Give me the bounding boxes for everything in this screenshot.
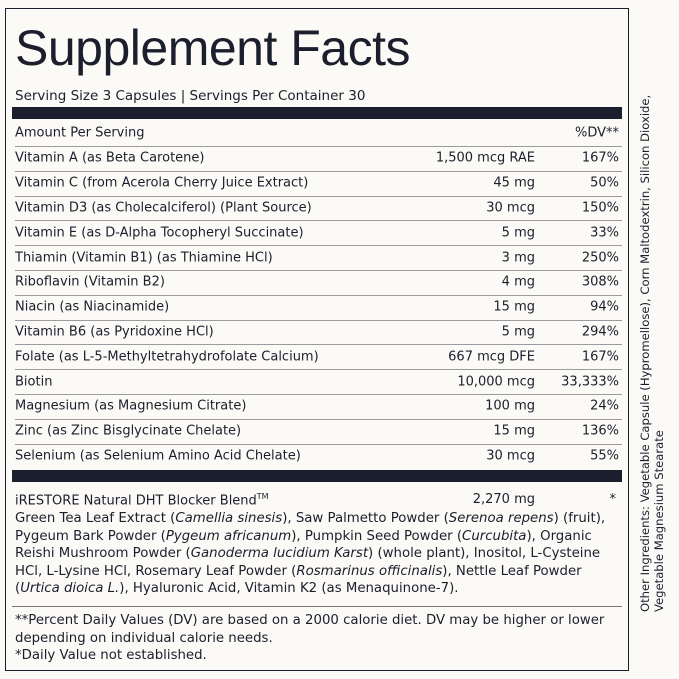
nutrient-row: Thiamin (Vitamin B1) (as Thiamine HCl) 3 … xyxy=(15,245,622,271)
title: Supplement Facts xyxy=(15,20,410,76)
nutrient-dv: 294% xyxy=(581,324,619,340)
blend-dv: * xyxy=(609,492,617,507)
nutrient-row: Biotin 10,000 mcg 33,333% xyxy=(15,369,622,395)
ingredient-text: Green Tea Leaf Extract ( xyxy=(15,511,176,526)
nutrient-row: Selenium (as Selenium Amino Acid Chelate… xyxy=(15,444,622,469)
header-label: Amount Per Serving xyxy=(15,125,145,140)
nutrient-row: Vitamin D3 (as Cholecalciferol) (Plant S… xyxy=(15,196,622,222)
nutrient-name: Vitamin C (from Acerola Cherry Juice Ext… xyxy=(15,175,309,191)
nutrient-dv: 136% xyxy=(581,423,619,439)
trademark: TM xyxy=(256,492,269,501)
latin-name: Urtica dioica L. xyxy=(20,581,120,597)
table-header: Amount Per Serving %DV** xyxy=(15,119,622,147)
thick-rule xyxy=(12,470,622,482)
facts-panel: Supplement Facts Serving Size 3 Capsules… xyxy=(5,8,629,671)
nutrient-amount: 3 mg xyxy=(501,250,535,266)
nutrient-name: Folate (as L-5-Methyltetrahydrofolate Ca… xyxy=(15,349,319,365)
nutrient-row: Folate (as L-5-Methyltetrahydrofolate Ca… xyxy=(15,344,622,371)
nutrient-name: Zinc (as Zinc Bisglycinate Chelate) xyxy=(15,423,242,439)
nutrient-amount: 30 mcg xyxy=(486,448,535,464)
nutrient-dv: 167% xyxy=(581,150,619,166)
blend: iRESTORE Natural DHT Blocker BlendTM 2,2… xyxy=(15,492,622,598)
nutrient-dv: 167% xyxy=(581,349,619,365)
latin-name: Rosmarinus officinalis xyxy=(296,563,443,579)
ingredient-text: ) (fruit), Pygeum Bark Powder ( xyxy=(15,511,606,544)
ingredient-text: ), Hyaluronic Acid, Vitamin K2 (as Menaq… xyxy=(119,581,459,597)
nutrient-dv: 33,333% xyxy=(561,374,619,390)
footnote: *Daily Value not established. xyxy=(15,648,207,664)
thick-rule xyxy=(12,107,622,119)
latin-name: Curcubita xyxy=(462,528,527,544)
blend-name-wrap: iRESTORE Natural DHT Blocker BlendTM xyxy=(15,492,269,508)
nutrient-dv: 50% xyxy=(590,175,619,191)
nutrient-row: Zinc (as Zinc Bisglycinate Chelate) 15 mg… xyxy=(15,419,622,445)
latin-name: Camellia sinesis xyxy=(175,511,283,526)
nutrient-dv: 94% xyxy=(590,299,619,315)
blend-ingredients: Green Tea Leaf Extract (Camellia sinesis… xyxy=(15,510,622,598)
other-ingredients: Other Ingredients: Vegetable Capsule (Hy… xyxy=(638,67,666,612)
nutrient-row: Vitamin C (from Acerola Cherry Juice Ext… xyxy=(15,171,622,197)
ingredient-text: ), Organic Reishi Mushroom Powder ( xyxy=(15,528,592,562)
nutrient-amount: 667 mcg DFE xyxy=(448,349,535,365)
nutrient-name: Thiamin (Vitamin B1) (as Thiamine HCl) xyxy=(15,250,273,266)
nutrient-row: Vitamin B6 (as Pyridoxine HCl) 5 mg 294% xyxy=(15,320,622,346)
nutrient-dv: 308% xyxy=(581,274,619,290)
ingredient-text: ), Nettle Leaf Powder ( xyxy=(15,563,582,597)
latin-name: Serenoa repens xyxy=(448,511,554,526)
nutrient-dv: 33% xyxy=(590,225,619,241)
ingredient-line: Other Ingredients: Vegetable Capsule (Hy… xyxy=(638,94,652,612)
footnotes: **Percent Daily Values (DV) are based on… xyxy=(15,612,605,665)
nutrient-amount: 1,500 mcg RAE xyxy=(435,150,535,166)
footnote: **Percent Daily Values (DV) are based on… xyxy=(15,613,605,646)
nutrient-amount: 5 mg xyxy=(501,324,535,340)
nutrient-row: Vitamin E (as D-Alpha Tocopheryl Succina… xyxy=(15,220,622,247)
ingredient-text: ), Saw Palmetto Powder ( xyxy=(282,511,449,526)
nutrient-amount: 45 mg xyxy=(493,175,535,191)
nutrient-amount: 100 mg xyxy=(485,398,535,414)
nutrient-amount: 10,000 mcg xyxy=(457,374,535,390)
latin-name: Pygeum africanum xyxy=(165,528,292,544)
nutrient-name: Vitamin A (as Beta Carotene) xyxy=(15,150,205,166)
nutrient-amount: 15 mg xyxy=(493,423,535,439)
ingredient-line: Vegetable Magnesium Stearate xyxy=(652,430,666,612)
nutrient-amount: 4 mg xyxy=(501,274,535,290)
nutrient-name: Vitamin B6 (as Pyridoxine HCl) xyxy=(15,324,214,340)
blend-amount: 2,270 mg xyxy=(472,492,535,507)
ingredient-text: ) (whole plant), Inositol, L-Cysteine HC… xyxy=(15,546,601,579)
nutrient-name: Niacin (as Niacinamide) xyxy=(15,299,170,315)
serving-info: Serving Size 3 Capsules | Servings Per C… xyxy=(15,88,366,104)
header-dv: %DV** xyxy=(574,125,619,140)
nutrient-amount: 30 mcg xyxy=(486,200,535,216)
nutrient-name: Biotin xyxy=(15,374,53,390)
nutrient-row: Riboflavin (Vitamin B2) 4 mg 308% xyxy=(15,270,622,296)
nutrient-name: Selenium (as Selenium Amino Acid Chelate… xyxy=(15,448,301,464)
nutrient-name: Riboflavin (Vitamin B2) xyxy=(15,274,165,290)
nutrient-dv: 150% xyxy=(581,200,619,216)
nutrient-amount: 5 mg xyxy=(501,225,535,241)
nutrient-row: Magnesium (as Magnesium Citrate) 100 mg 24… xyxy=(15,394,622,420)
nutrient-row: Vitamin A (as Beta Carotene) 1,500 mcg RA… xyxy=(15,146,622,172)
nutrient-row: Niacin (as Niacinamide) 15 mg 94% xyxy=(15,295,622,321)
ingredient-text: ), Pumpkin Seed Powder ( xyxy=(291,528,463,544)
nutrient-name: Vitamin E (as D-Alpha Tocopheryl Succina… xyxy=(15,225,304,241)
nutrient-dv: 55% xyxy=(590,448,619,464)
latin-name: Ganoderma lucidium Karst xyxy=(190,546,369,562)
nutrient-dv: 250% xyxy=(581,250,619,266)
nutrient-dv: 24% xyxy=(590,398,619,414)
nutrient-name: Vitamin D3 (as Cholecalciferol) (Plant S… xyxy=(15,200,312,216)
blend-row: iRESTORE Natural DHT Blocker BlendTM 2,2… xyxy=(15,492,622,509)
nutrient-name: Magnesium (as Magnesium Citrate) xyxy=(15,398,247,414)
rule xyxy=(12,606,622,607)
blend-name: iRESTORE Natural DHT Blocker Blend xyxy=(15,493,257,509)
nutrient-amount: 15 mg xyxy=(493,299,535,315)
